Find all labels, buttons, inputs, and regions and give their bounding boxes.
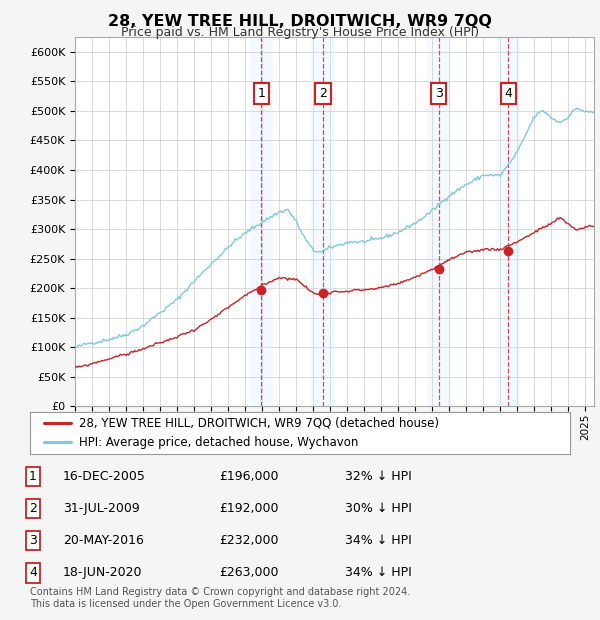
Text: 34% ↓ HPI: 34% ↓ HPI <box>345 567 412 579</box>
Text: 2: 2 <box>319 87 327 100</box>
Text: 32% ↓ HPI: 32% ↓ HPI <box>345 470 412 482</box>
Text: 4: 4 <box>504 87 512 100</box>
Text: 28, YEW TREE HILL, DROITWICH, WR9 7QQ (detached house): 28, YEW TREE HILL, DROITWICH, WR9 7QQ (d… <box>79 417 439 430</box>
Text: 3: 3 <box>29 534 37 547</box>
Text: 18-JUN-2020: 18-JUN-2020 <box>63 567 143 579</box>
Text: 3: 3 <box>435 87 443 100</box>
Bar <box>427 37 451 406</box>
Text: 1: 1 <box>257 87 265 100</box>
Text: £196,000: £196,000 <box>219 470 278 482</box>
Text: 20-MAY-2016: 20-MAY-2016 <box>63 534 144 547</box>
Text: 31-JUL-2009: 31-JUL-2009 <box>63 502 140 515</box>
Text: £192,000: £192,000 <box>219 502 278 515</box>
Bar <box>311 37 335 406</box>
Text: 28, YEW TREE HILL, DROITWICH, WR9 7QQ: 28, YEW TREE HILL, DROITWICH, WR9 7QQ <box>108 14 492 29</box>
Text: £263,000: £263,000 <box>219 567 278 579</box>
Text: HPI: Average price, detached house, Wychavon: HPI: Average price, detached house, Wych… <box>79 435 358 448</box>
Bar <box>250 37 274 406</box>
Text: 16-DEC-2005: 16-DEC-2005 <box>63 470 146 482</box>
Text: 1: 1 <box>29 470 37 482</box>
Text: 2: 2 <box>29 502 37 515</box>
Text: 34% ↓ HPI: 34% ↓ HPI <box>345 534 412 547</box>
Text: 30% ↓ HPI: 30% ↓ HPI <box>345 502 412 515</box>
Bar <box>496 37 520 406</box>
Text: 4: 4 <box>29 567 37 579</box>
Text: Price paid vs. HM Land Registry's House Price Index (HPI): Price paid vs. HM Land Registry's House … <box>121 26 479 39</box>
Text: £232,000: £232,000 <box>219 534 278 547</box>
Text: Contains HM Land Registry data © Crown copyright and database right 2024.
This d: Contains HM Land Registry data © Crown c… <box>30 587 410 609</box>
